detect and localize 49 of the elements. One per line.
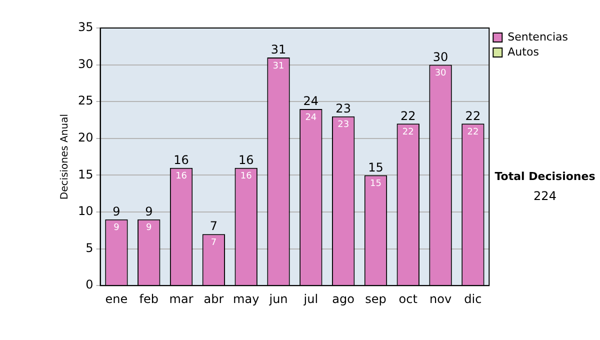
- y-tick-label: 35: [78, 20, 94, 34]
- data-label: 9: [146, 223, 152, 234]
- total-label: 9: [145, 204, 153, 218]
- x-tick-label: nov: [430, 292, 452, 306]
- data-label: 30: [434, 68, 447, 79]
- total-label: 31: [270, 42, 286, 57]
- x-tick-label: oct: [398, 292, 418, 306]
- x-tick-label: sep: [365, 292, 386, 306]
- total-label: 7: [210, 219, 218, 234]
- y-tick-label: 0: [86, 278, 94, 292]
- data-label: 16: [240, 172, 252, 182]
- x-tick-label: dic: [464, 292, 482, 306]
- total-label: 30: [432, 50, 448, 64]
- data-label: 16: [176, 172, 188, 182]
- x-tick-label: jul: [302, 292, 318, 306]
- total-label: 22: [400, 108, 416, 123]
- legend-label: Sentencias: [508, 30, 568, 44]
- x-tick-label: ago: [332, 292, 354, 306]
- x-tick-label: jun: [268, 292, 288, 306]
- y-axis-title: Decisiones Anual: [60, 114, 71, 200]
- x-tick-label: may: [233, 292, 260, 306]
- x-tick-label: abr: [204, 292, 224, 306]
- y-tick-label: 5: [86, 240, 94, 255]
- y-tick-label: 15: [78, 167, 94, 182]
- y-tick-label: 30: [78, 56, 94, 71]
- y-tick-label: 10: [78, 204, 94, 218]
- total-label: 23: [336, 101, 351, 116]
- text: 224: [534, 189, 556, 204]
- text: Total Decisiones: [494, 170, 596, 183]
- data-label: 7: [210, 238, 217, 248]
- y-tick-label: 20: [78, 130, 94, 145]
- data-label: 24: [305, 112, 317, 123]
- total-label: 16: [174, 152, 189, 167]
- data-label: 15: [370, 179, 382, 190]
- data-label: 31: [272, 61, 284, 72]
- total-label: 15: [368, 160, 384, 174]
- data-label: 22: [402, 128, 414, 138]
- data-label: 22: [467, 128, 479, 138]
- total-label: 9: [112, 204, 120, 218]
- total-label: 24: [303, 94, 319, 108]
- legend-label: Autos: [508, 45, 540, 58]
- x-tick-label: feb: [139, 292, 158, 306]
- x-tick-label: mar: [169, 292, 194, 306]
- data-label: 23: [338, 120, 350, 130]
- y-tick-label: 25: [78, 94, 94, 108]
- total-label: 16: [238, 152, 254, 167]
- data-label: 9: [114, 223, 120, 234]
- x-tick-label: ene: [105, 292, 128, 306]
- total-label: 22: [465, 108, 481, 123]
